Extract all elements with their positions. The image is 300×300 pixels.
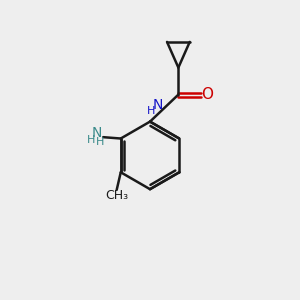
Text: H: H: [96, 137, 104, 147]
Text: H: H: [147, 106, 155, 116]
Text: O: O: [201, 87, 213, 102]
Text: H: H: [87, 135, 95, 145]
Text: N: N: [91, 126, 102, 140]
Text: N: N: [152, 98, 163, 112]
Text: CH₃: CH₃: [105, 189, 128, 202]
